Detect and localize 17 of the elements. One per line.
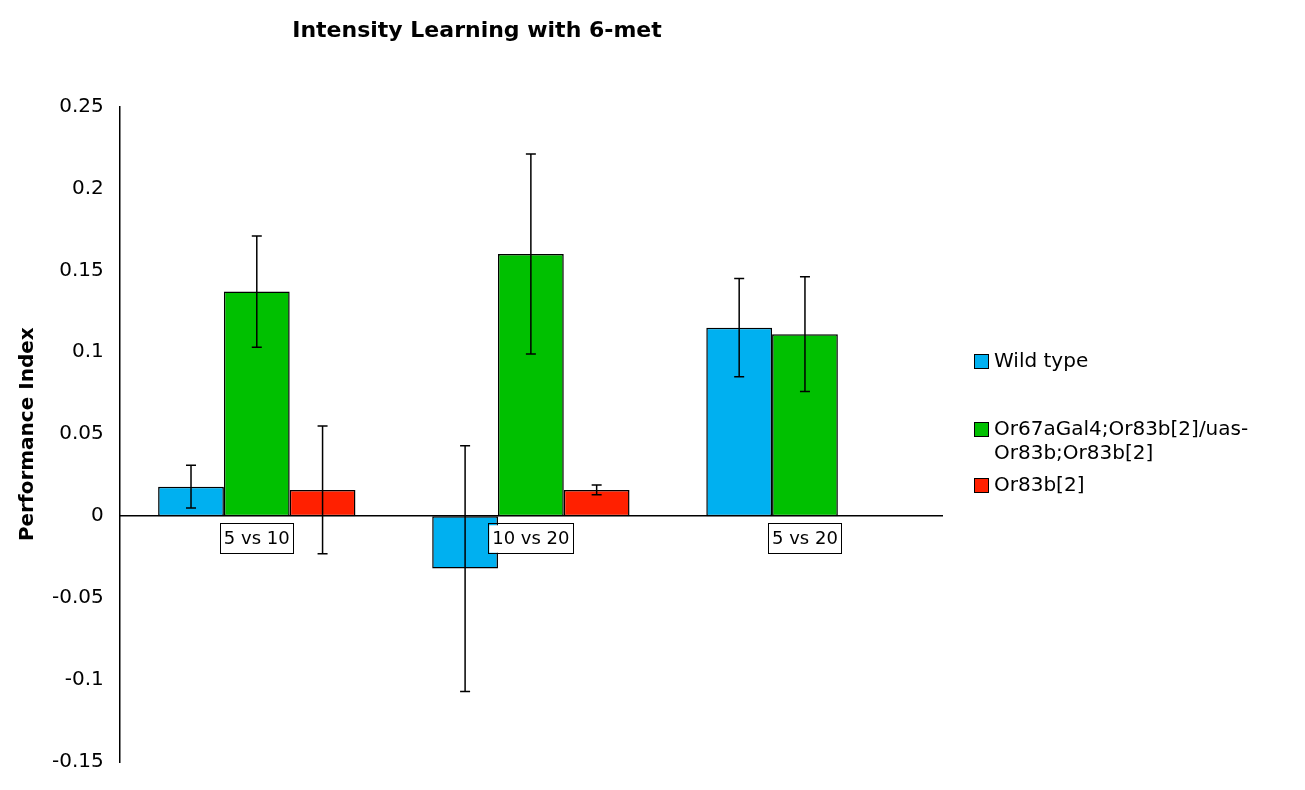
x-tick-label: 5 vs 20 [772, 526, 838, 548]
y-tick-label: 0.1 [71, 338, 104, 363]
y-tick-label: 0.2 [71, 174, 104, 199]
y-tick-label: 0.15 [59, 256, 104, 281]
chart-title: Intensity Learning with 6-met [292, 16, 663, 42]
y-tick-label: 0.05 [59, 420, 104, 445]
y-tick-label: -0.15 [52, 748, 104, 773]
legend-label: Or83b[2] [994, 472, 1085, 496]
y-axis-title: Performance Index [14, 327, 39, 542]
y-tick-label: 0 [91, 502, 104, 527]
x-tick-label: 10 vs 20 [492, 526, 570, 548]
legend-label: Or67aGal4;Or83b[2]/uas-Or83b;Or83b[2] [994, 416, 1250, 464]
y-tick-label: -0.1 [64, 666, 104, 691]
y-tick-label: 0.25 [59, 92, 104, 117]
y-tick-label: -0.05 [52, 584, 104, 609]
legend-label: Wild type [994, 348, 1089, 372]
x-tick-label: 5 vs 10 [223, 526, 290, 548]
